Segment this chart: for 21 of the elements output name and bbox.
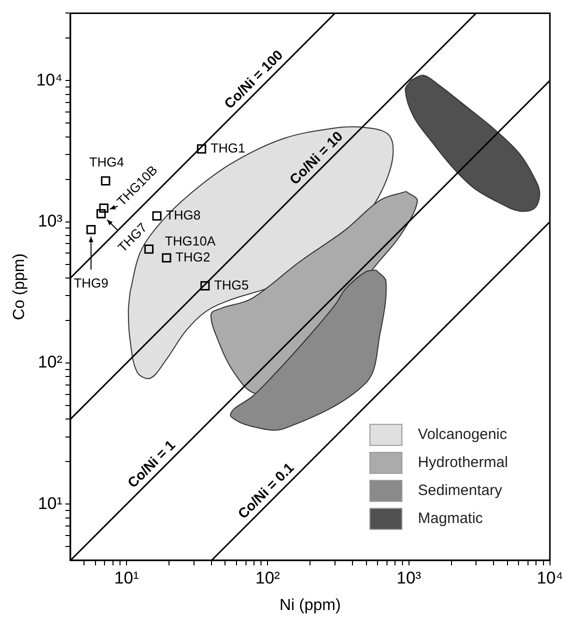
y-tick-label: 10⁴ <box>36 70 62 90</box>
series-label: Hydrothermal <box>418 454 508 472</box>
y-axis-title: Co (ppm) <box>11 253 28 320</box>
legend-label: Magmatic <box>418 510 484 528</box>
annotation: THG5 <box>214 277 249 292</box>
x-axis-title: Ni (ppm) <box>279 596 341 614</box>
y-tick-label: 10³ <box>38 211 63 230</box>
x-tick-label: 10³ <box>396 568 422 588</box>
x-tick-label: 10¹ <box>114 568 140 588</box>
annotation: THG4 <box>89 154 124 170</box>
x-tick-label: 10⁴ <box>536 568 563 588</box>
annotation: THG10A <box>164 234 216 249</box>
legend-label: Sedimentary <box>418 482 503 500</box>
y-tick-label: 10¹ <box>38 494 63 513</box>
annotation: THG9 <box>74 276 108 291</box>
y-tick-label: 10² <box>38 352 63 372</box>
annotation: THG8 <box>166 208 201 223</box>
x-tick-label: 10² <box>255 568 280 588</box>
annotation: THG1 <box>210 140 246 156</box>
legend-label: Volcanogenic <box>418 426 508 444</box>
annotation: THG2 <box>176 249 210 264</box>
